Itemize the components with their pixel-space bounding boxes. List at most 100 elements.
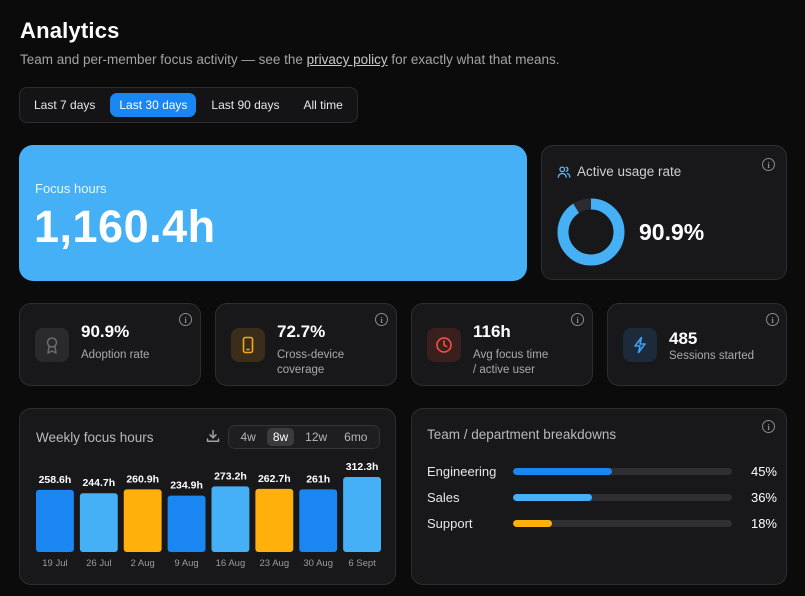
sessions-label-line1: Sessions started: [669, 350, 755, 362]
segment-8w[interactable]: 8w: [266, 428, 295, 446]
cross-device-label: Cross-device coverage: [277, 348, 344, 378]
active-usage-card: Active usage rate i 90.9%: [541, 145, 787, 280]
breakdown-name: Engineering: [427, 463, 497, 479]
award-icon: [46, 337, 58, 354]
weekly-x-tick-label: 9 Aug: [174, 558, 198, 569]
sessions-info-icon[interactable]: i: [766, 313, 779, 326]
weekly-bar-value-label: 262.7h: [258, 473, 291, 485]
privacy-policy-link[interactable]: privacy policy: [306, 52, 388, 67]
stat-card-avg-focus-time: i 116h Avg focus time / active user: [411, 303, 593, 386]
adoption-label-line1: Adoption rate: [81, 349, 150, 361]
weekly-focus-card: Weekly focus hours 4w 8w 12w 6mo 258.6h 1…: [19, 408, 396, 585]
focus-hours-card: Focus hours 1,160.4h: [19, 145, 527, 281]
weekly-bar[interactable]: [36, 489, 74, 552]
cross-device-label-line2: coverage: [277, 364, 325, 376]
sessions-started-label: Sessions started: [669, 349, 754, 364]
cross-device-info-icon[interactable]: i: [375, 313, 388, 326]
breakdown-row-sales: Sales 36%: [427, 489, 777, 505]
adoption-icon-box: [35, 328, 69, 362]
download-icon[interactable]: [206, 429, 220, 443]
focus-hours-value: 1,160.4h: [34, 201, 216, 252]
weekly-focus-title: Weekly focus hours: [36, 430, 154, 445]
breakdown-percent: 18%: [750, 515, 777, 531]
breakdown-fill: [513, 519, 553, 527]
weekly-bar-value-label: 234.9h: [170, 480, 203, 492]
sessions-started-value: 485: [669, 329, 698, 348]
weekly-bar[interactable]: [299, 489, 338, 552]
weekly-x-tick-label: 16 Aug: [216, 558, 246, 569]
active-usage-value: 90.9%: [639, 219, 705, 245]
stat-card-sessions-started: i 485 Sessions started: [607, 303, 787, 386]
range-tab-last-90-days[interactable]: Last 90 days: [211, 98, 280, 112]
weekly-x-tick-label: 26 Jul: [86, 558, 111, 569]
weekly-bar-chart: 258.6h 19 Jul 244.7h 26 Jul 260.9h 2 Aug 234.9…: [36, 461, 381, 569]
breakdown-row-engineering: Engineering 45%: [427, 463, 777, 479]
phone-icon: [242, 336, 254, 354]
bolt-icon: [634, 336, 646, 354]
weekly-bar[interactable]: [167, 495, 206, 552]
weekly-bar[interactable]: [343, 477, 381, 552]
segment-4w[interactable]: 4w: [240, 430, 256, 444]
weekly-x-tick-label: 30 Aug: [303, 558, 333, 569]
range-tab-last-30-days[interactable]: Last 30 days: [110, 93, 197, 117]
page-header: Analytics Team and per-member focus acti…: [20, 18, 560, 67]
adoption-rate-value: 90.9%: [81, 322, 130, 341]
active-usage-arc: [557, 198, 625, 266]
weekly-x-tick-label: 6 Sept: [348, 558, 376, 569]
avg-focus-icon-box: [427, 328, 461, 362]
sessions-icon-box: [623, 328, 657, 362]
cross-device-value: 72.7%: [277, 322, 326, 341]
weekly-x-tick-label: 23 Aug: [260, 558, 290, 569]
weekly-bar-value-label: 260.9h: [126, 473, 159, 485]
weekly-bar[interactable]: [255, 488, 294, 552]
page-subtitle: Team and per-member focus activity — see…: [20, 52, 560, 67]
breakdown-info-icon[interactable]: i: [762, 420, 775, 433]
subtitle-text-after: for exactly what that means.: [387, 52, 560, 67]
breakdown-name: Sales: [427, 489, 460, 505]
avg-focus-label-line1: Avg focus time: [473, 349, 549, 361]
breakdown-name: Support: [427, 515, 473, 531]
breakdown-fill: [513, 467, 612, 475]
weekly-x-tick-label: 2 Aug: [131, 558, 155, 569]
breakdown-percent: 45%: [750, 463, 777, 479]
breakdown-fill: [513, 493, 592, 501]
focus-hours-label: Focus hours: [35, 181, 107, 196]
users-icon: [557, 165, 571, 178]
active-usage-info-icon[interactable]: i: [762, 158, 775, 171]
active-usage-donut: [557, 198, 625, 266]
adoption-rate-label: Adoption rate: [81, 348, 149, 363]
clock-icon: [436, 337, 452, 353]
date-range-tabs: Last 7 days Last 30 days Last 90 days Al…: [19, 87, 358, 123]
weekly-x-tick-label: 19 Jul: [42, 558, 67, 569]
breakdown-track: [513, 493, 732, 501]
weekly-bar-value-label: 312.3h: [346, 461, 379, 473]
range-tab-all-time[interactable]: All time: [303, 98, 343, 112]
segment-12w[interactable]: 12w: [305, 430, 328, 444]
cross-device-icon-box: [231, 328, 265, 362]
range-tab-last-7-days[interactable]: Last 7 days: [34, 98, 96, 112]
breakdown-percent: 36%: [750, 489, 777, 505]
weekly-bar-value-label: 273.2h: [214, 470, 247, 482]
page-title: Analytics: [20, 18, 120, 43]
stat-card-cross-device: i 72.7% Cross-device coverage: [215, 303, 397, 386]
segment-6mo[interactable]: 6mo: [344, 430, 368, 444]
adoption-info-icon[interactable]: i: [179, 313, 192, 326]
cross-device-label-line1: Cross-device: [277, 349, 345, 361]
avg-focus-label-line2: / active user: [473, 364, 535, 376]
team-breakdown-title: Team / department breakdowns: [427, 427, 617, 442]
weekly-bar[interactable]: [123, 489, 162, 552]
team-breakdown-card: Team / department breakdowns i Engineeri…: [411, 408, 787, 585]
subtitle-text-before: Team and per-member focus activity — see…: [20, 52, 307, 67]
weekly-bar-value-label: 261h: [306, 473, 330, 485]
breakdown-track: [513, 519, 732, 527]
weekly-range-segmented-control: 4w 8w 12w 6mo: [228, 425, 380, 449]
weekly-bar-value-label: 244.7h: [82, 477, 115, 489]
weekly-bar[interactable]: [79, 493, 118, 552]
active-usage-header: Active usage rate: [557, 164, 681, 179]
weekly-bar[interactable]: [211, 486, 250, 552]
avg-focus-info-icon[interactable]: i: [571, 313, 584, 326]
weekly-bar-value-label: 258.6h: [39, 474, 72, 486]
avg-focus-value: 116h: [473, 322, 511, 341]
breakdown-track: [513, 467, 732, 475]
active-usage-label: Active usage rate: [577, 164, 682, 179]
